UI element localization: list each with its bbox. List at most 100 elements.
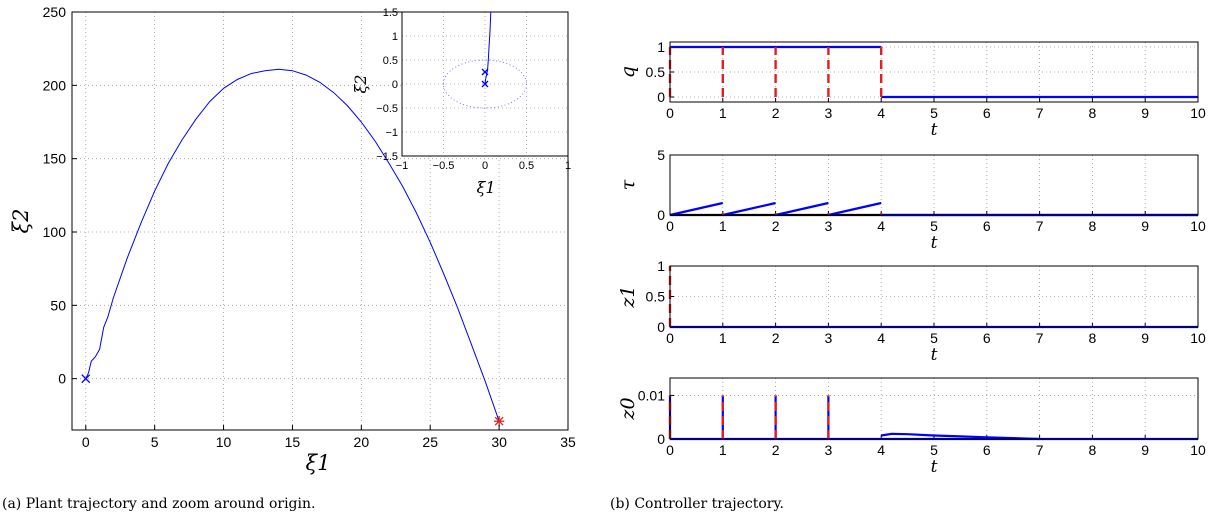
inset-ytick-label: 1	[392, 31, 398, 43]
subplot-axes-frame	[669, 377, 1199, 440]
subplot-xtick-label: 2	[772, 105, 780, 121]
inset-xtick-label: 0	[482, 160, 488, 172]
inset-marker-stroke	[481, 68, 489, 76]
subplot-xtick-label: 0	[666, 105, 674, 121]
subplot-xtick-label: 3	[825, 105, 833, 121]
subplot-xtick-label: 8	[1089, 442, 1097, 458]
subplot-ytick-label: 0	[657, 431, 665, 447]
subplot-ytick-label: 1	[657, 258, 665, 274]
subplot-xtick-label: 4	[877, 218, 885, 234]
plant-xtick-label: 10	[216, 434, 232, 450]
plant-xtick-label: 25	[422, 434, 438, 450]
plant-xlabel: ξ1	[306, 451, 331, 475]
subplot-xtick-label: 5	[930, 330, 938, 346]
subplot-xtick-label: 8	[1089, 330, 1097, 346]
subplot-xtick-label: 9	[1141, 218, 1149, 234]
subplot-xtick-label: 4	[877, 442, 885, 458]
inset-ytick-label: −1.5	[376, 151, 398, 163]
plant-ytick-label: 100	[43, 224, 67, 240]
subplot-series-segment	[775, 201, 829, 217]
subplot-xtick-label: 1	[719, 330, 727, 346]
subplot-series-segment	[722, 201, 776, 217]
subplot-xtick-label: 2	[772, 442, 780, 458]
subplot-xtick-label: 3	[825, 442, 833, 458]
inset-ytick-label: 0	[392, 79, 398, 91]
inset-ytick-label: 0.5	[383, 55, 398, 67]
inset-marker	[481, 80, 489, 88]
subplot-xtick-label: 10	[1190, 218, 1206, 234]
subplot-ytick-label: 5	[657, 147, 665, 163]
subplot-ytick-label: 0.5	[646, 289, 666, 305]
subplot-xlabel: t	[931, 233, 938, 253]
subplot-xtick-label: 9	[1141, 105, 1149, 121]
plant-trajectory-line	[85, 68, 500, 422]
subplot-xtick-label: 7	[1036, 105, 1044, 121]
subplot-xtick-label: 6	[983, 105, 991, 121]
plant-ytick-label: 0	[58, 371, 66, 387]
inset-series	[443, 11, 527, 109]
inset-ytick-label: −0.5	[376, 103, 398, 115]
subplot-axes-frame	[669, 265, 1199, 328]
inset-xtick-label: −0.5	[433, 160, 455, 172]
subplot-xtick-label: 4	[877, 105, 885, 121]
subplot-xtick-label: 0	[666, 218, 674, 234]
subplot-xtick-label: 2	[772, 330, 780, 346]
subplot-ytick-label: 1	[657, 39, 665, 55]
subplot-ytick-label: 0	[657, 207, 665, 223]
subplot-xlabel: t	[931, 345, 938, 365]
subplot-xtick-label: 8	[1089, 105, 1097, 121]
subplot-xtick-label: 9	[1141, 442, 1149, 458]
inset-chart: −1 −0.5 0 0.5 1−1.5−1−0.500.511.5 ξ1 ξ2	[351, 7, 571, 197]
subplot-xtick-label: 3	[825, 218, 833, 234]
plant-origin-marker	[81, 374, 91, 384]
plant-origin-marker-stroke	[81, 374, 91, 384]
subplot-q: 0 1 2 3 4 5 6 7 8 9 10 0 0.5 1 q t	[617, 39, 1206, 140]
inset-ticks: −1 −0.5 0 0.5 1−1.5−1−0.500.511.5	[376, 7, 571, 172]
subplot-xtick-label: 5	[930, 442, 938, 458]
plant-ylabel: ξ2	[9, 209, 33, 234]
plant-ytick-label: 200	[43, 77, 67, 93]
inset-xtick-label: −1	[396, 160, 409, 172]
inset-axes-frame	[401, 11, 569, 157]
subplot-xtick-label: 3	[825, 330, 833, 346]
inset-ytick-label: −1	[385, 127, 398, 139]
inset-xtick-label: 1	[565, 160, 571, 172]
inset-marker-stroke	[481, 80, 489, 88]
inset-marker	[481, 68, 489, 76]
subplot-xlabel: t	[931, 120, 938, 140]
subplot-xtick-label: 1	[719, 218, 727, 234]
subplot-series-segment	[828, 201, 882, 217]
subplot-xtick-label: 1	[719, 442, 727, 458]
plant-ytick-label: 150	[43, 151, 67, 167]
subplot-ytick-label: 0.01	[638, 387, 665, 403]
subplot-axes-frame	[669, 154, 1199, 216]
subplot-ylabel: τ	[617, 179, 639, 190]
subplot-z1: 0 1 2 3 4 5 6 7 8 9 10 0 0.5 1 z1 t	[617, 258, 1206, 365]
plant-axes-frame	[71, 11, 569, 431]
subplot-ytick-label: 0.5	[646, 64, 666, 80]
subplot-xtick-label: 5	[930, 218, 938, 234]
subplot-series-segment	[881, 432, 1040, 441]
caption-a: (a) Plant trajectory and zoom around ori…	[2, 496, 315, 512]
subplot-ylabel: z1	[617, 285, 639, 308]
subplot-ytick-label: 0	[657, 319, 665, 335]
plant-end-marker	[493, 416, 505, 427]
subplot-xtick-label: 8	[1089, 218, 1097, 234]
subplot-axes-frame	[669, 41, 1199, 103]
plant-xtick-label: 0	[82, 434, 90, 450]
plant-xtick-label: 35	[560, 434, 576, 450]
plant-xtick-label: 15	[285, 434, 301, 450]
subplot-series-segment	[669, 201, 724, 217]
plant-xtick-label: 30	[491, 434, 507, 450]
subplot-xtick-label: 5	[930, 105, 938, 121]
subplot-xtick-label: 0	[666, 442, 674, 458]
subplot-xtick-label: 9	[1141, 330, 1149, 346]
subplot-xtick-label: 6	[983, 218, 991, 234]
plant-ytick-label: 50	[50, 297, 66, 313]
inset-ytick-label: 1.5	[383, 7, 398, 19]
inset-circle	[443, 59, 527, 109]
